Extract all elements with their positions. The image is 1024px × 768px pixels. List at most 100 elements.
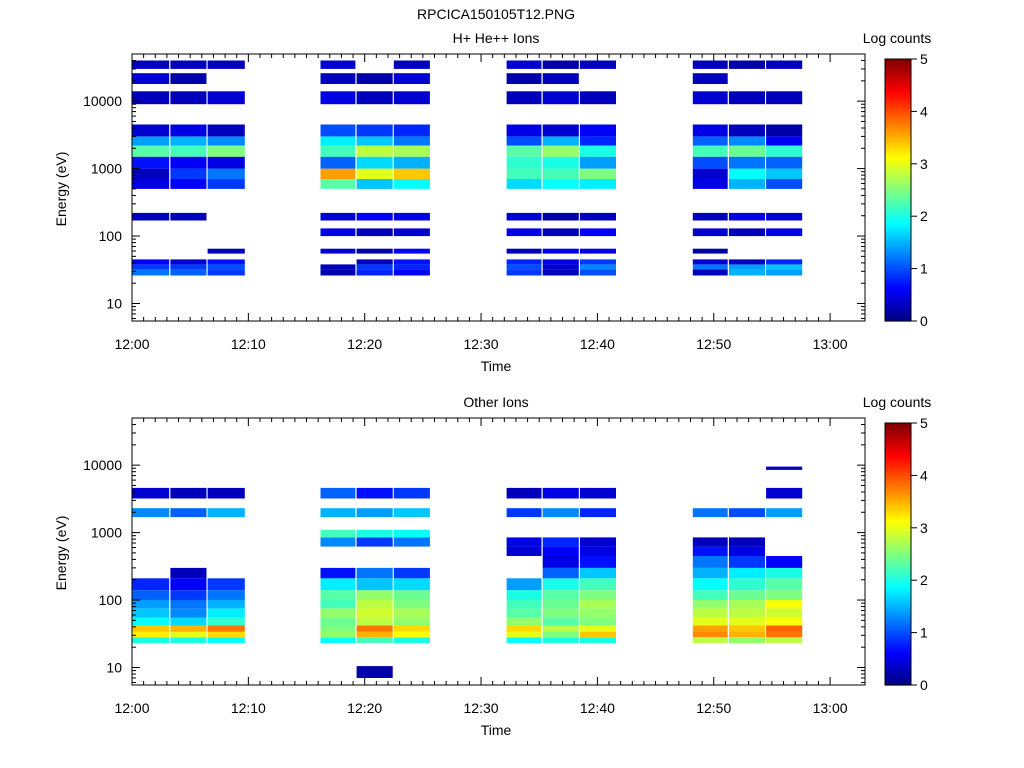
heatmap-cell [207,168,245,179]
colorbar-segment [885,190,911,193]
heatmap-cell [542,145,579,157]
heatmap-cell [579,508,616,518]
heatmap-cell [506,578,542,591]
heatmap-cell [692,637,728,644]
heatmap-cell [320,617,356,626]
colorbar-label: Log counts [863,394,932,410]
colorbar-segment [885,658,911,662]
heatmap-cell [393,529,430,538]
heatmap-cell [579,617,616,626]
heatmap-cell [728,228,765,237]
heatmap-cell [766,136,803,146]
heatmap-cell [728,145,765,157]
heatmap-cell [170,145,207,157]
colorbar-segment [885,216,911,219]
figure-title: RPCICA150105T12.PNG [417,6,575,22]
heatmap-cell [170,156,207,169]
colorbar-segment [885,122,911,126]
colorbar-segment [885,678,911,682]
colorbar-segment [885,165,911,169]
x-tick-label: 12:50 [696,700,731,716]
colorbar-segment [885,270,911,274]
colorbar-segment [885,444,911,448]
colorbar-segment [885,665,911,669]
heatmap-cell [356,259,393,265]
colorbar-segment [885,497,911,501]
colorbar-segment [885,277,911,281]
colorbar-segment [885,196,911,200]
x-tick-label: 12:00 [114,700,149,716]
colorbar-tick-label: 5 [920,51,928,67]
colorbar-segment [885,551,911,555]
colorbar-segment [885,481,911,485]
colorbar-segment [885,663,911,666]
heatmap-cell [542,91,579,105]
heatmap-cell [132,212,170,221]
heatmap-cell [393,537,430,547]
y-tick-label: 10 [106,659,122,675]
colorbar-segment [885,91,911,95]
colorbar: 0 1 2 3 4 5 [884,415,928,693]
colorbar-segment [885,194,911,198]
panel-title: H+ He++ Ions [453,30,540,46]
heatmap-cell [506,487,542,499]
colorbar-segment [885,146,911,150]
colorbar-segment [885,505,911,509]
heatmap-cell [393,91,430,105]
heatmap-cell [170,590,207,601]
colorbar-segment [885,628,911,632]
colorbar-segment [885,630,911,634]
x-tick-label: 12:20 [347,336,382,352]
heatmap-cell [356,73,393,84]
heatmap-cell [766,487,803,499]
heatmap-cell [542,228,579,237]
colorbar-segment [885,674,911,677]
heatmap-cell [506,179,542,189]
heatmap-cell [356,608,393,618]
heatmap-cell [692,537,728,547]
colorbar-segment [885,87,911,91]
heatmap-cell [356,212,393,221]
colorbar-segment [885,632,911,636]
heatmap-cell [728,168,765,179]
colorbar-segment [885,78,911,82]
colorbar-segment [885,209,911,213]
colorbar-segment [885,512,911,516]
colorbar-segment [885,486,911,490]
heatmap-cells [132,60,803,276]
heatmap-cell [692,212,728,221]
heatmap-cell [170,508,207,518]
heatmap-cell [132,578,170,591]
colorbar-segment [885,141,911,145]
colorbar-segment [885,626,911,629]
colorbar-segment [885,636,911,640]
colorbar-segment [885,281,911,285]
colorbar-segment [885,621,911,625]
colorbar-segment [885,96,911,99]
heatmap-cell [320,487,356,499]
colorbar-segment [885,257,911,261]
colorbar-segment [885,288,911,292]
heatmap-cell [170,578,207,591]
heatmap-cell [207,264,245,270]
heatmap-cell [170,60,207,69]
heatmap-cell [766,608,803,618]
heatmap-cell [132,590,170,601]
heatmap-cell [692,546,728,556]
colorbar-segment [885,619,911,623]
heatmap-cell [579,124,616,137]
colorbar-segment [885,198,911,202]
x-axis-label: Time [481,358,512,374]
heatmap-cell [506,590,542,601]
colorbar-segment [885,135,911,139]
colorbar-segment [885,591,911,594]
colorbar-segment [885,272,911,276]
colorbar-segment [885,290,911,294]
colorbar-segment [885,475,911,479]
colorbar-segment [885,89,911,93]
heatmap-cell [356,168,393,179]
colorbar-segment [885,109,911,112]
heatmap-cell [506,145,542,157]
heatmap-cell [132,156,170,169]
x-tick-label: 12:50 [696,336,731,352]
